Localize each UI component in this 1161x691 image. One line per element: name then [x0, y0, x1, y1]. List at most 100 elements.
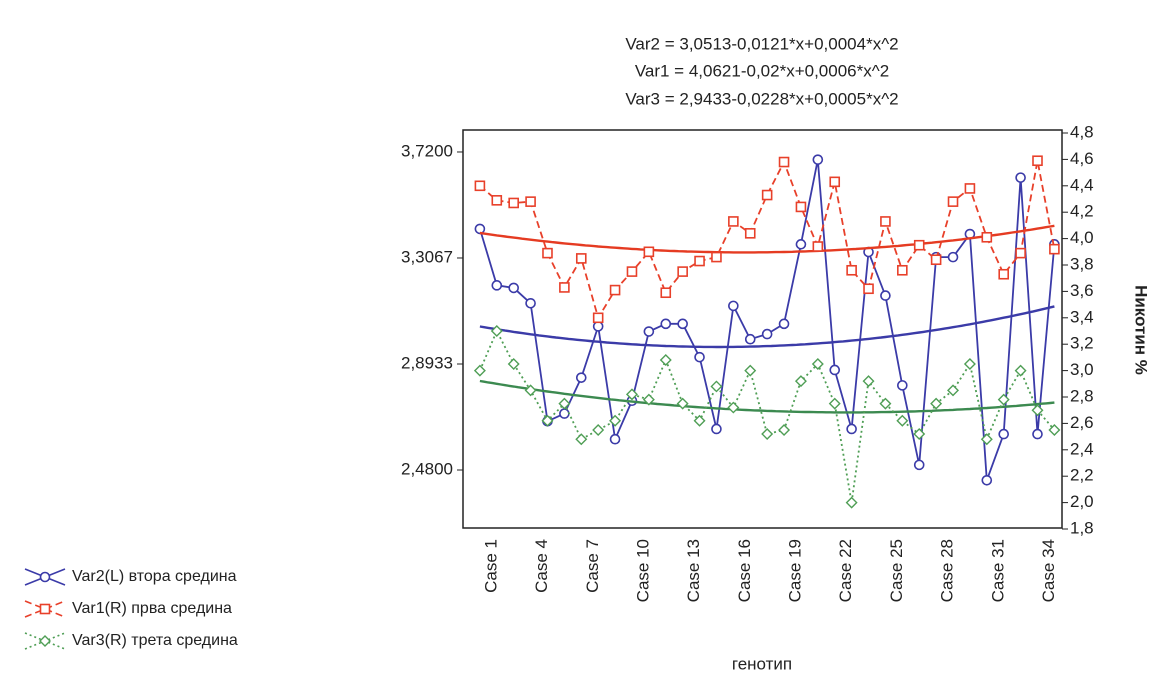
x-tick-label: Case 31 [988, 539, 1007, 602]
point [491, 195, 503, 206]
point [609, 433, 621, 445]
y2-tick-label: 2,2 [1070, 466, 1094, 485]
point [508, 282, 519, 294]
y2-tick-label: 2,6 [1070, 413, 1094, 432]
y2-tick-label: 1,8 [1070, 518, 1094, 537]
y2-tick-label: 4,2 [1070, 202, 1094, 221]
point [659, 354, 672, 367]
x-tick-label: Case 28 [938, 539, 957, 602]
point [947, 196, 959, 207]
y2-tick-label: 3,6 [1070, 281, 1094, 300]
point [812, 154, 824, 165]
point [828, 397, 841, 410]
chart-title: Var2 = 3,0513-0,0121*x+0,0004*x^2 [625, 34, 898, 53]
point [473, 364, 486, 377]
point [778, 318, 790, 330]
chart-title: Var3 = 2,9433-0,0228*x+0,0005*x^2 [625, 89, 898, 108]
legend-label: Var1(R) прва средина [72, 600, 232, 617]
point [728, 216, 739, 227]
y2-tick-label: 3,0 [1070, 360, 1094, 379]
point [981, 231, 993, 243]
legend-label: Var3(R) трета средина [72, 632, 238, 649]
x-tick-label: Case 25 [887, 539, 906, 602]
point [862, 375, 875, 388]
chart-title: Var1 = 4,0621-0,02*x+0,0006*x^2 [635, 61, 889, 80]
point [507, 358, 520, 370]
y-tick-label: 2,8933 [401, 353, 453, 372]
point [879, 397, 892, 410]
point [795, 239, 807, 250]
x-tick-label: Case 34 [1039, 539, 1058, 602]
point [1048, 424, 1061, 436]
point [677, 266, 688, 277]
point [897, 380, 908, 391]
point [880, 290, 891, 301]
x-axis-title: генотип [732, 654, 792, 673]
point [880, 216, 891, 227]
point [643, 326, 655, 337]
x-tick-label: Case 7 [583, 539, 602, 593]
y-tick-label: 3,7200 [401, 141, 453, 160]
point [474, 180, 486, 192]
point [474, 223, 486, 235]
point [559, 408, 570, 419]
point [845, 496, 858, 509]
y2-tick-label: 4,6 [1070, 149, 1094, 168]
point [998, 428, 1010, 440]
fit-curve [479, 224, 1055, 254]
point [795, 201, 807, 213]
point [997, 393, 1010, 406]
y2-tick-label: 2,8 [1070, 386, 1094, 405]
y2-tick-label: 4,8 [1070, 122, 1094, 141]
point [829, 364, 841, 376]
legend-marker [39, 571, 51, 583]
x-tick-label: Case 1 [481, 539, 500, 593]
point [913, 239, 925, 251]
legend-icon [24, 600, 66, 618]
point [947, 384, 960, 397]
point [1032, 428, 1043, 440]
point [609, 284, 621, 296]
point [694, 255, 705, 267]
y-tick-label: 2,4800 [401, 459, 453, 478]
point [863, 283, 874, 295]
y2-tick-label: 3,2 [1070, 334, 1094, 353]
point [609, 414, 622, 427]
point [812, 241, 824, 252]
y2-axis-title: Никотин % [1132, 285, 1151, 375]
point [525, 298, 536, 309]
x-tick-label: Case 19 [786, 539, 805, 602]
point [896, 414, 909, 427]
series-line [479, 159, 1056, 321]
legend-label: Var2(L) втора средина [72, 568, 237, 585]
point [980, 433, 993, 446]
point [897, 264, 908, 276]
point [744, 364, 757, 377]
point [913, 459, 925, 471]
point [1015, 172, 1026, 183]
point [744, 228, 756, 239]
point [1014, 364, 1027, 377]
legend-marker [39, 635, 51, 647]
point [930, 254, 942, 266]
point [575, 253, 587, 264]
point [642, 393, 655, 406]
point [947, 251, 959, 263]
point [508, 197, 519, 209]
point [676, 397, 689, 410]
point [524, 384, 537, 397]
point [592, 312, 604, 324]
y-tick-label: 3,3067 [401, 247, 453, 266]
point [846, 264, 857, 276]
y2-tick-label: 2,4 [1070, 439, 1094, 458]
x-tick-label: Case 13 [684, 539, 703, 602]
point [711, 251, 722, 263]
point [625, 388, 638, 401]
y2-tick-label: 4,4 [1070, 175, 1094, 194]
series-line [479, 328, 1056, 503]
point [541, 414, 554, 427]
point [592, 424, 605, 436]
point [829, 176, 841, 188]
